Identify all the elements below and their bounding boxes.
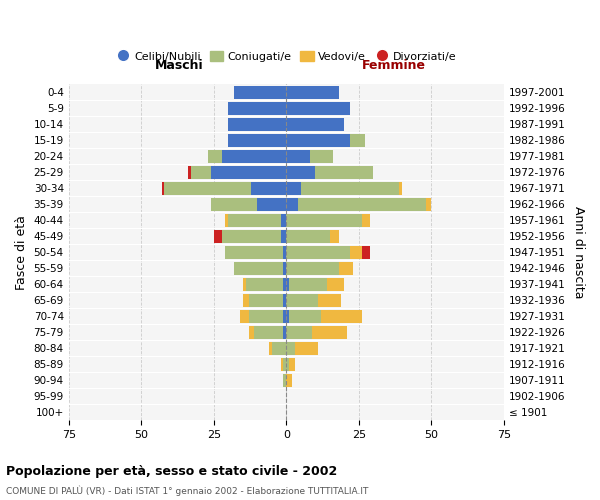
Bar <box>283 310 286 323</box>
Bar <box>283 374 286 387</box>
Bar <box>228 214 281 227</box>
Bar <box>286 358 289 371</box>
Text: Popolazione per età, sesso e stato civile - 2002: Popolazione per età, sesso e stato civil… <box>6 465 337 478</box>
Bar <box>214 230 223 243</box>
Bar <box>164 182 251 195</box>
Bar <box>228 134 286 147</box>
Bar <box>248 326 254 339</box>
Bar <box>286 134 350 147</box>
Bar <box>281 358 283 371</box>
Bar <box>327 278 344 291</box>
Bar <box>321 310 362 323</box>
Bar <box>286 326 313 339</box>
Bar <box>338 262 353 275</box>
Bar <box>286 246 350 259</box>
Bar <box>316 166 373 179</box>
Bar <box>283 358 286 371</box>
Bar <box>313 326 347 339</box>
Bar <box>211 166 286 179</box>
Bar <box>286 150 310 163</box>
Bar <box>254 326 283 339</box>
Bar <box>286 86 338 100</box>
Bar <box>248 294 283 307</box>
Bar <box>228 118 286 132</box>
Bar <box>362 214 370 227</box>
Bar <box>281 214 286 227</box>
Bar <box>286 374 292 387</box>
Bar <box>251 182 286 195</box>
Bar <box>281 230 286 243</box>
Bar <box>350 246 362 259</box>
Bar <box>286 342 295 355</box>
Bar <box>283 294 286 307</box>
Bar <box>298 198 425 211</box>
Bar <box>286 214 362 227</box>
Bar <box>286 166 316 179</box>
Bar <box>226 214 228 227</box>
Bar <box>286 310 289 323</box>
Bar <box>350 134 365 147</box>
Bar <box>425 198 431 211</box>
Bar <box>289 310 321 323</box>
Bar <box>310 150 333 163</box>
Bar <box>226 246 283 259</box>
Bar <box>234 86 286 100</box>
Bar <box>243 294 248 307</box>
Bar <box>208 150 223 163</box>
Legend: Celibi/Nubili, Coniugati/e, Vedovi/e, Divorziati/e: Celibi/Nubili, Coniugati/e, Vedovi/e, Di… <box>112 46 461 66</box>
Bar <box>286 198 298 211</box>
Bar <box>245 278 283 291</box>
Bar <box>289 358 295 371</box>
Y-axis label: Fasce di età: Fasce di età <box>15 215 28 290</box>
Bar <box>234 262 283 275</box>
Bar <box>211 198 257 211</box>
Bar <box>362 246 370 259</box>
Bar <box>223 230 281 243</box>
Text: COMUNE DI PALÙ (VR) - Dati ISTAT 1° gennaio 2002 - Elaborazione TUTTITALIA.IT: COMUNE DI PALÙ (VR) - Dati ISTAT 1° genn… <box>6 485 368 496</box>
Bar <box>191 166 211 179</box>
Bar <box>283 278 286 291</box>
Bar <box>286 118 344 132</box>
Y-axis label: Anni di nascita: Anni di nascita <box>572 206 585 298</box>
Bar <box>286 294 318 307</box>
Bar <box>161 182 164 195</box>
Bar <box>286 182 301 195</box>
Bar <box>286 102 350 116</box>
Bar <box>301 182 400 195</box>
Bar <box>269 342 272 355</box>
Bar <box>257 198 286 211</box>
Bar <box>283 326 286 339</box>
Text: Maschi: Maschi <box>155 58 203 71</box>
Bar <box>223 150 286 163</box>
Bar <box>272 342 286 355</box>
Bar <box>228 102 286 116</box>
Bar <box>318 294 341 307</box>
Bar <box>330 230 338 243</box>
Bar <box>400 182 403 195</box>
Bar <box>240 310 248 323</box>
Text: Femmine: Femmine <box>362 58 425 71</box>
Bar <box>286 278 289 291</box>
Bar <box>286 262 338 275</box>
Bar <box>295 342 318 355</box>
Bar <box>188 166 191 179</box>
Bar <box>283 246 286 259</box>
Bar <box>243 278 245 291</box>
Bar <box>248 310 283 323</box>
Bar <box>283 262 286 275</box>
Bar <box>289 278 327 291</box>
Bar <box>286 230 330 243</box>
